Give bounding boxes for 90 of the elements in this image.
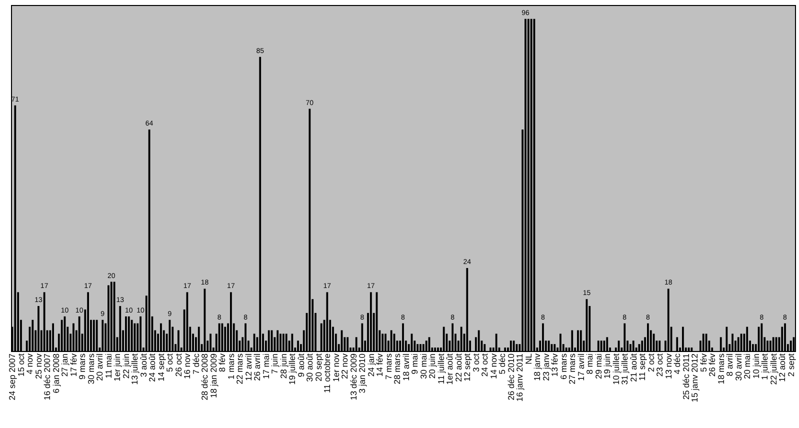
x-tick-label: 11 sept — [637, 352, 648, 381]
x-tick-label: NL — [523, 353, 534, 364]
x-tick-label: 10 juillet — [610, 352, 621, 385]
x-tick-label: 7 juin — [270, 353, 280, 374]
x-tick-label: 15 janv 2012 — [690, 353, 700, 402]
x-tick-label: 3 jan 2010 — [357, 353, 368, 394]
x-tick-label: 17 mai — [260, 353, 271, 380]
x-tick-label: 5 déc — [497, 352, 508, 374]
x-tick-label: 11 mai — [103, 353, 114, 378]
x-tick-label: 18 jan 2009 — [208, 353, 218, 398]
x-tick-label: 24 jan — [366, 353, 376, 377]
x-tick-label: 26 oct — [173, 352, 184, 377]
x-tick-label: 9 août — [296, 352, 306, 378]
x-tick-label: 11 juillet — [436, 352, 446, 384]
x-tick-label: 28 juin — [278, 353, 288, 379]
x-tick-label: 26 déc 2010 — [506, 353, 516, 400]
x-tick-label: 24 août — [147, 352, 158, 382]
x-tick-label: 20 mai — [742, 353, 752, 380]
x-tick-label: 4 nov — [24, 352, 35, 374]
x-tick-label: 22 juin — [120, 353, 131, 379]
x-tick-label: 1er nov — [330, 352, 341, 382]
x-tick-label: 15 oct — [16, 352, 26, 377]
x-tick-label: 7 déc — [190, 352, 201, 374]
x-tick-label: 1 juillet — [760, 352, 770, 380]
x-tick-label: 13 nov — [663, 352, 674, 380]
x-tick-label: 11 octobre — [322, 353, 332, 394]
x-tick-label: 24 sep 2007 — [7, 353, 18, 400]
x-tick-label: 21 août — [628, 352, 638, 382]
x-tick-label: 14 nov — [488, 352, 498, 380]
x-tick-label: 29 mai — [593, 353, 604, 380]
x-tick-label: 16 nov — [182, 352, 192, 380]
x-tick-label: 7 mars — [383, 354, 394, 380]
x-tick-label: 30 mars — [86, 354, 96, 384]
x-tick-label: 2 sept — [786, 352, 796, 377]
x-tick-label: 24 oct — [480, 352, 490, 377]
x-tick-label: 12 avril — [243, 353, 254, 381]
x-tick-label: 13 juillet — [130, 352, 140, 385]
x-tick-label: 30 mai — [418, 353, 428, 380]
x-tick-label: 13 fév — [550, 352, 560, 377]
x-tick-label: 25 nov — [33, 352, 44, 380]
x-tick-label: 8 mai — [584, 353, 595, 374]
x-tick-label: 4 déc — [672, 352, 682, 374]
x-tick-label: 5 fév — [698, 352, 708, 372]
x-tick-label: 30 avril — [733, 353, 744, 381]
x-tick-label: 17 fév — [68, 352, 78, 377]
x-tick-label: 1 mars — [226, 354, 236, 380]
x-tick-label: 2 oct — [646, 352, 656, 372]
x-tick-label: 3 août — [138, 352, 148, 378]
x-tick-label: 22 juillet — [768, 352, 778, 385]
x-tick-label: 27 jan — [60, 353, 70, 377]
x-tick-label: 13 déc 2009 — [348, 353, 358, 400]
x-tick-label: 14 fév — [374, 352, 385, 377]
x-tick-label: 17 avril — [576, 353, 586, 381]
x-tick-label: 22 nov — [340, 352, 350, 380]
x-tick-label: 27 mars — [567, 354, 578, 384]
x-tick-label: 8 avril — [724, 353, 735, 376]
x-tick-label: 23 janv — [540, 352, 551, 381]
x-tick-label: 28 déc 2008 — [200, 353, 210, 400]
x-tick-label: 12 août — [777, 352, 788, 382]
x-tick-label: 30 août — [304, 352, 315, 382]
x-tick-label: 22 mars — [234, 354, 245, 384]
x-tick-label: 22 août — [453, 352, 464, 382]
x-tick-label: 23 oct — [654, 352, 665, 377]
x-tick-label: 6 mars — [558, 354, 568, 380]
x-tick-label: 19 juillet — [287, 352, 298, 385]
x-tick-label: 10 juin — [750, 353, 761, 379]
x-tick-label: 28 mars — [392, 354, 402, 384]
x-tick-label: 1er juin — [112, 353, 122, 382]
x-tick-label: 19 juin — [602, 353, 612, 379]
x-tick-label: 6 jan 2008 — [50, 353, 61, 394]
x-tick-label: 5 oct — [164, 352, 175, 372]
x-tick-label: 20 juin — [427, 353, 438, 379]
x-tick-label: 18 avril — [400, 353, 411, 381]
x-tick-label: 1er août — [444, 352, 455, 385]
x-tick-label: 8 fév — [217, 352, 228, 372]
x-tick-label: 18 janv — [532, 352, 542, 381]
x-tick-label: 14 sept — [156, 352, 166, 382]
x-tick-label: 20 sept — [313, 352, 324, 382]
x-tick-label: 12 sept — [462, 352, 472, 382]
x-tick-label: 26 avril — [252, 353, 262, 381]
x-tick-label: 18 mars — [716, 354, 726, 384]
x-tick-label: 9 mai — [410, 353, 420, 374]
x-tick-label: 9 mars — [77, 354, 88, 380]
x-tick-label: 16 déc 2007 — [42, 353, 52, 400]
x-tick-label: 25 déc 2011 — [680, 353, 691, 400]
x-tick-label: 31 juillet — [620, 352, 630, 385]
x-tick-label: 16 janv 2011 — [514, 353, 525, 402]
x-tick-label: 3 oct — [470, 352, 481, 372]
x-tick-label: 26 fév — [707, 352, 718, 377]
x-tick-label: 20 avril — [94, 353, 105, 381]
